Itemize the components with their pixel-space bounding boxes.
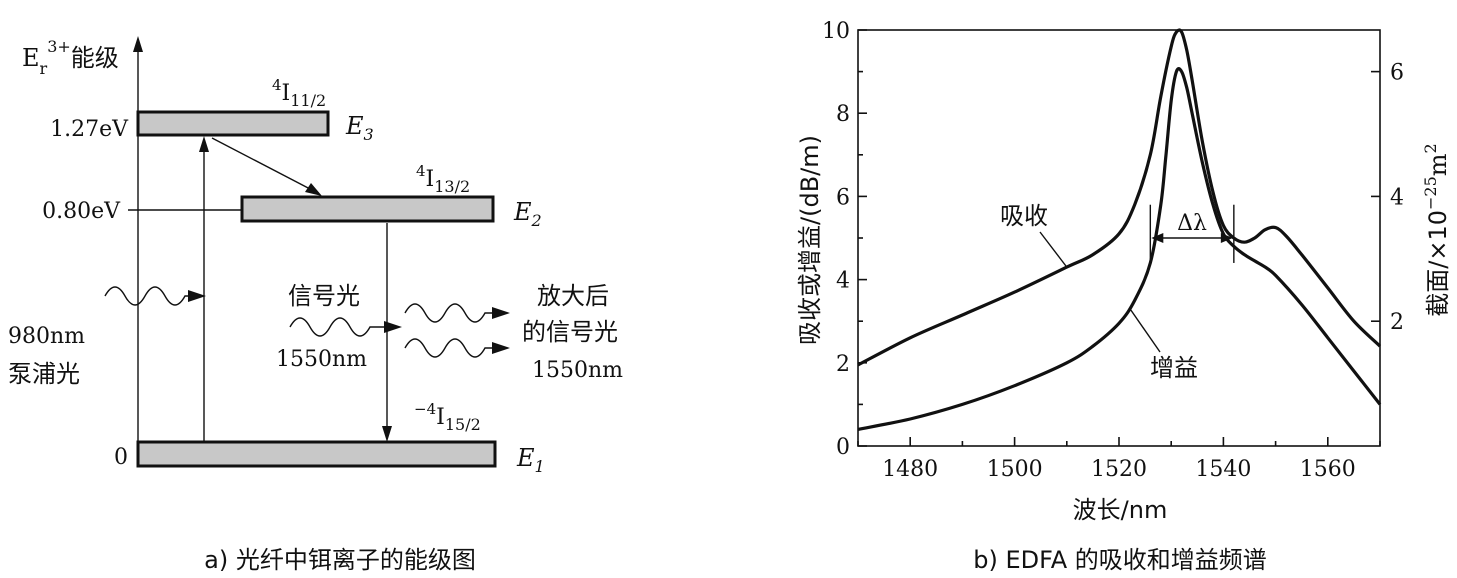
amplified-photon-arrowhead-1: [492, 307, 510, 319]
absorption-curve-label: 吸收: [1000, 202, 1048, 230]
level-e2-bar: [240, 195, 495, 223]
energy-label-e2: 0.80eV: [42, 199, 121, 224]
y-tick-label: 4: [836, 269, 850, 294]
x-tick-label: 1560: [1300, 457, 1356, 482]
delta-lambda-label: Δλ: [1177, 211, 1207, 236]
term-label-e2: 4I13/2: [416, 162, 470, 196]
level-name-e3: E3: [345, 112, 374, 144]
plot-frame: [857, 29, 1381, 447]
y-tick-label: 2: [836, 352, 850, 377]
spectrum-chart: 1480 1500 1520 1540 1560 0 2 4 6 8 10 2 4 6 波长/nm 吸收或…: [796, 19, 1452, 574]
gain-curve: [857, 67, 1382, 431]
caption-b: b) EDFA 的吸收和增益频谱: [973, 546, 1267, 574]
amplified-photon-arrowhead-2: [492, 342, 510, 354]
nonradiative-decay-arrow: [211, 137, 313, 191]
y-axis-right-title: 截面/×10−25m2: [1421, 143, 1452, 316]
energy-level-diagram: Er3+能级 1.27eV 0.80eV 0 4I11/2 4I13/2 −4I…: [8, 36, 623, 574]
pump-wavelength-label: 980nm: [8, 324, 85, 349]
energy-axis-arrowhead: [133, 36, 143, 52]
gain-label-leader: [1128, 307, 1161, 353]
x-axis-title: 波长/nm: [1073, 496, 1168, 524]
pump-photon-wave: [104, 286, 199, 306]
x-tick-label: 1480: [882, 457, 938, 482]
absorption-curve: [857, 28, 1382, 367]
y-tick-label: 10: [822, 19, 850, 44]
term-label-e1: −4I15/2: [414, 400, 481, 434]
amplified-wavelength-label: 1550nm: [532, 358, 623, 383]
y-tick-label: 8: [836, 102, 850, 127]
energy-axis-label: Er3+能级: [22, 37, 119, 78]
pump-light-label: 泵浦光: [8, 360, 80, 388]
absorption-label-leader: [1039, 231, 1068, 268]
energy-label-e3: 1.27eV: [50, 117, 129, 142]
level-e1-bar: [136, 440, 497, 468]
level-e3-bar: [136, 110, 330, 137]
y2-tick-label: 4: [1390, 185, 1404, 210]
delta-lambda-marker: Δλ: [1149, 204, 1235, 263]
y-tick-label: 6: [836, 185, 850, 210]
signal-light-label: 信号光: [288, 282, 360, 310]
chart-series: [857, 28, 1382, 431]
amplified-label-line-1: 放大后: [537, 282, 609, 310]
amplified-photon-wave-2: [404, 338, 497, 358]
y2-tick-label: 6: [1390, 61, 1404, 86]
signal-wavelength-label: 1550nm: [276, 347, 367, 372]
emission-arrowhead: [382, 426, 392, 442]
y2-tick-label: 2: [1390, 310, 1404, 335]
decay-arrowhead: [305, 183, 322, 196]
y-tick-label: 0: [836, 435, 850, 460]
x-tick-label: 1520: [1091, 457, 1147, 482]
gain-curve-label: 增益: [1150, 354, 1198, 382]
x-tick-label: 1540: [1195, 457, 1251, 482]
x-tick-label: 1500: [987, 457, 1043, 482]
delta-left-arrowhead: [1151, 233, 1164, 243]
signal-photon-wave: [289, 317, 390, 337]
term-label-e3: 4I11/2: [272, 76, 326, 110]
pump-arrowhead: [199, 136, 209, 152]
y-axis-left-title: 吸收或增益/(dB/m): [796, 135, 824, 345]
chart-ticks: 1480 1500 1520 1540 1560 0 2 4 6 8 10 2 4 6: [822, 19, 1404, 482]
pump-photon-arrowhead: [188, 290, 206, 302]
amplified-photon-wave-1: [404, 303, 497, 323]
caption-a: a) 光纤中铒离子的能级图: [204, 546, 476, 574]
signal-photon-arrowhead: [384, 321, 402, 333]
level-name-e2: E2: [513, 198, 542, 230]
level-name-e1: E1: [516, 444, 545, 476]
amplified-label-line-2: 的信号光: [522, 318, 618, 346]
energy-label-e1: 0: [114, 445, 128, 470]
delta-right-arrowhead: [1220, 233, 1233, 243]
